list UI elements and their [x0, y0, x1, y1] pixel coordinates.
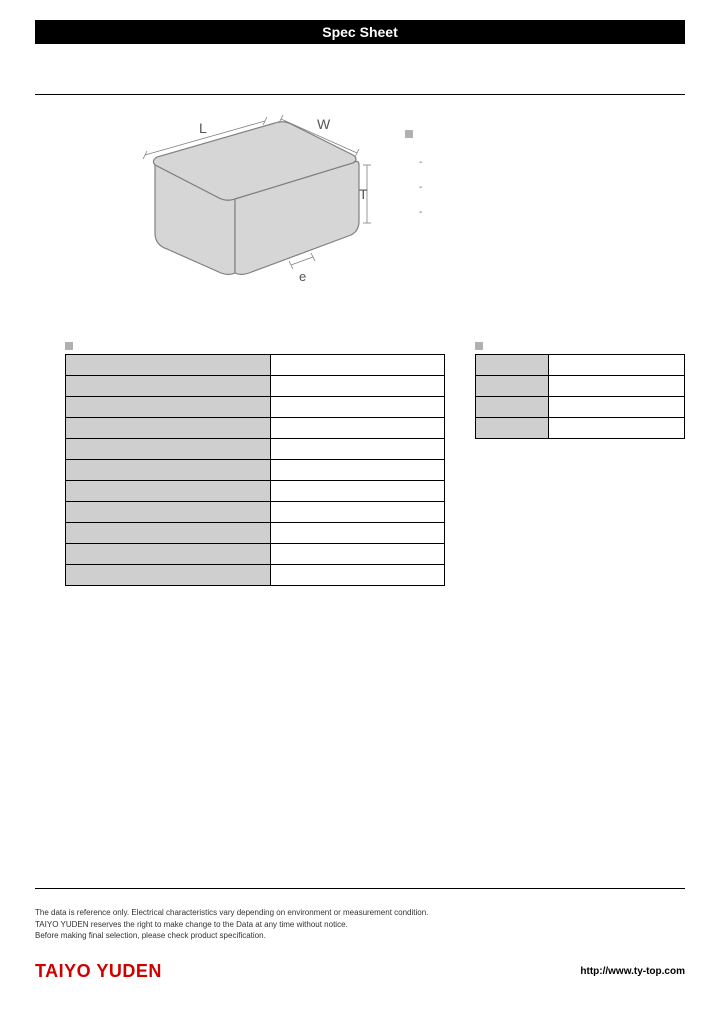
dim-value [549, 397, 685, 418]
feature-item: - [419, 207, 685, 218]
spec-label [66, 544, 271, 565]
dim-label [476, 418, 549, 439]
spec-value [270, 544, 444, 565]
spec-value [270, 460, 444, 481]
spec-value [270, 397, 444, 418]
dim-table-wrap [475, 340, 685, 439]
table-row [476, 397, 685, 418]
spec-table-wrap [35, 340, 445, 586]
spec-value [270, 418, 444, 439]
dim-label [476, 376, 549, 397]
spec-value [270, 565, 444, 586]
table-row [66, 376, 445, 397]
dim-label-t: T [359, 186, 368, 202]
table-row [66, 502, 445, 523]
dim-label-l: L [199, 120, 207, 136]
table-row [476, 376, 685, 397]
dim-label [476, 355, 549, 376]
square-bullet-icon [405, 130, 413, 138]
dim-value [549, 355, 685, 376]
square-bullet-icon [475, 342, 483, 350]
brand-url: http://www.ty-top.com [580, 966, 685, 977]
table-row [476, 418, 685, 439]
disclaimer-line: The data is reference only. Electrical c… [35, 907, 685, 918]
table-row [66, 460, 445, 481]
dim-label [476, 397, 549, 418]
spec-label [66, 481, 271, 502]
spec-value [270, 523, 444, 544]
spec-label [66, 397, 271, 418]
spec-value [270, 355, 444, 376]
spec-label [66, 502, 271, 523]
disclaimer-line: Before making final selection, please ch… [35, 930, 685, 941]
table-row [66, 481, 445, 502]
table-row [66, 397, 445, 418]
table-row [66, 544, 445, 565]
top-section: L W T e - - - [35, 115, 685, 300]
mid-section [35, 340, 685, 586]
dim-table [475, 354, 685, 439]
spec-value [270, 376, 444, 397]
header-title: Spec Sheet [322, 24, 397, 40]
table-row [66, 439, 445, 460]
footer-divider [35, 888, 685, 889]
feature-block: - - - [405, 115, 685, 300]
spec-value [270, 502, 444, 523]
spec-heading [65, 340, 445, 350]
brand-logo: TAIYO YUDEN [35, 961, 162, 982]
table-row [66, 418, 445, 439]
diagram-wrap: L W T e [35, 115, 375, 300]
feature-item: - [419, 182, 685, 193]
table-row [66, 355, 445, 376]
spec-label [66, 460, 271, 481]
footer-bottom: TAIYO YUDEN http://www.ty-top.com [35, 961, 685, 982]
spec-value [270, 481, 444, 502]
spec-label [66, 418, 271, 439]
spec-value [270, 439, 444, 460]
dim-label-w: W [317, 116, 331, 132]
spec-label [66, 565, 271, 586]
table-row [476, 355, 685, 376]
disclaimer: The data is reference only. Electrical c… [35, 907, 685, 941]
spec-label [66, 523, 271, 544]
header-bar: Spec Sheet [35, 20, 685, 44]
dim-value [549, 418, 685, 439]
spec-label [66, 439, 271, 460]
spec-table [65, 354, 445, 586]
feature-item: - [419, 157, 685, 168]
spec-label [66, 355, 271, 376]
footer: The data is reference only. Electrical c… [35, 888, 685, 982]
component-diagram: L W T e [95, 115, 375, 295]
square-bullet-icon [65, 342, 73, 350]
feature-heading [405, 125, 685, 143]
table-row [66, 523, 445, 544]
table-row [66, 565, 445, 586]
dim-label-e: e [299, 269, 306, 284]
divider-top [35, 94, 685, 95]
spec-label [66, 376, 271, 397]
dim-value [549, 376, 685, 397]
disclaimer-line: TAIYO YUDEN reserves the right to make c… [35, 919, 685, 930]
dim-heading [475, 340, 685, 350]
